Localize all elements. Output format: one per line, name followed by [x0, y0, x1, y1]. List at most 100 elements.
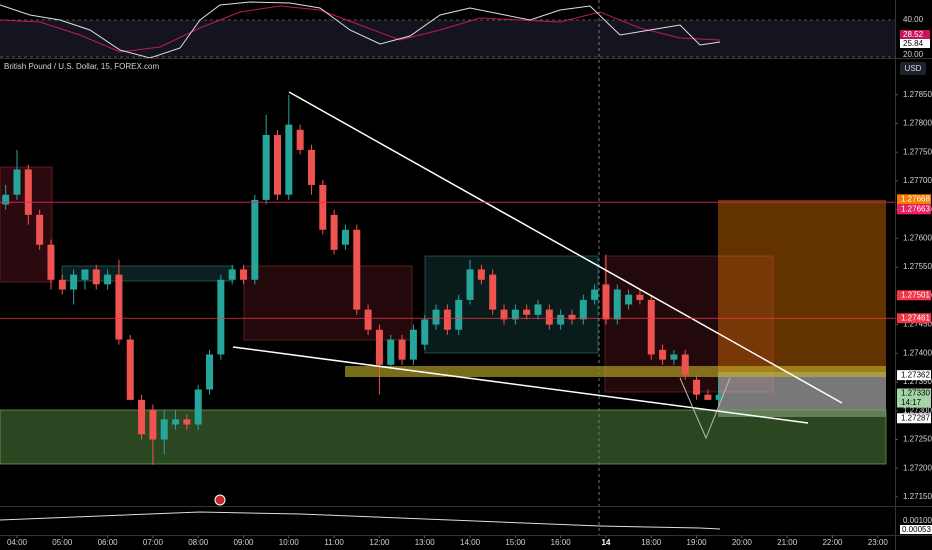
candle-body — [466, 269, 474, 300]
y-tick-label: 1.27750 — [903, 147, 932, 156]
x-tick-label: 22:00 — [822, 538, 843, 547]
candle-body — [477, 269, 485, 280]
y-tick-label: 1.27450 — [903, 320, 932, 329]
candle-body — [647, 299, 655, 355]
y-tick-label: 1.27550 — [903, 262, 932, 271]
candle-body — [659, 349, 667, 360]
candle-body — [636, 294, 644, 300]
candle-body — [353, 229, 361, 310]
candle-body — [500, 309, 508, 320]
zone — [243, 265, 413, 341]
x-tick-label: 08:00 — [188, 538, 209, 547]
rsi-label: 25.84 — [903, 39, 924, 48]
x-tick-label: 07:00 — [143, 538, 164, 547]
x-tick-label: 14 — [602, 538, 611, 547]
candle-body — [206, 354, 214, 390]
price-label-box — [897, 194, 931, 205]
candle-body — [387, 339, 395, 365]
price-label: 1.27501 — [901, 290, 930, 299]
rsi-label: 28.52 — [903, 30, 924, 39]
candle-body — [613, 289, 621, 320]
price-label: 1.27663 — [901, 204, 930, 213]
rsi-signal — [0, 5, 721, 53]
candle-body — [194, 389, 202, 425]
x-tick-label: 20:00 — [732, 538, 753, 547]
y-tick-label: 1.27850 — [903, 90, 932, 99]
candle-body — [183, 419, 191, 425]
candle-body — [251, 199, 259, 280]
currency-box[interactable] — [900, 62, 926, 75]
trend-line — [288, 91, 843, 404]
candle-body — [704, 394, 712, 400]
candle-body — [160, 419, 168, 440]
candle-body — [568, 314, 576, 320]
candle-body — [149, 409, 157, 440]
candle-body — [36, 214, 44, 245]
x-tick-label: 16:00 — [551, 538, 572, 547]
zone — [424, 255, 599, 354]
candle-body — [693, 379, 701, 395]
x-tick-label: 14:00 — [460, 538, 481, 547]
x-tick-label: 11:00 — [324, 538, 344, 547]
x-tick-label: 18:00 — [641, 538, 662, 547]
indicator-line — [0, 511, 721, 530]
price-label: 1.27362 — [901, 370, 930, 379]
rsi-label-box — [900, 30, 930, 39]
candle-body — [24, 169, 32, 215]
countdown-box — [897, 398, 931, 408]
candle-body — [126, 339, 134, 400]
candle-body — [58, 279, 66, 290]
price-label-box — [897, 313, 931, 324]
candle-body — [285, 124, 293, 195]
y-tick-label: 1.27600 — [903, 234, 932, 243]
candle-body — [545, 309, 553, 325]
trend-line — [232, 346, 809, 424]
candle-body — [296, 129, 304, 150]
price-label: 1.27668 — [901, 194, 930, 203]
y-tick-label: 1.27150 — [903, 492, 932, 501]
candles — [2, 94, 723, 465]
candle-body — [273, 134, 281, 195]
price-label-box — [897, 413, 931, 424]
x-tick-label: 13:00 — [415, 538, 436, 547]
candle-body — [670, 354, 678, 360]
candle-body — [319, 184, 327, 230]
rsi-tick: 20.00 — [903, 50, 924, 59]
price-label-box — [897, 388, 931, 399]
rsi-label-box — [900, 39, 930, 48]
candle-body — [217, 279, 225, 355]
rsi-tick: 40.00 — [903, 15, 924, 24]
candle-body — [307, 149, 315, 185]
price-label-box — [897, 370, 931, 381]
candle-body — [455, 299, 463, 330]
x-tick-label: 06:00 — [98, 538, 119, 547]
candle-body — [115, 274, 123, 340]
candle-body — [534, 304, 542, 315]
price-label: 1.27461 — [901, 313, 930, 322]
x-tick-label: 21:00 — [777, 538, 798, 547]
candle-body — [443, 309, 451, 330]
x-tick-label: 09:00 — [233, 538, 254, 547]
candle-body — [330, 214, 338, 250]
y-tick-label: 1.27700 — [903, 176, 932, 185]
candle-body — [172, 419, 180, 425]
y-tick-label: 1.27250 — [903, 435, 932, 444]
currency[interactable]: USD — [905, 64, 922, 73]
chart-title: British Pound / U.S. Dollar, 15, FOREX.c… — [4, 62, 160, 71]
candle-body — [92, 269, 100, 285]
candle-body — [421, 319, 429, 345]
candle-body — [81, 269, 89, 280]
y-tick-label: 1.27200 — [903, 463, 932, 472]
x-tick-label: 23:00 — [868, 538, 889, 547]
candle-body — [228, 269, 236, 280]
candle-body — [591, 289, 599, 300]
x-tick-label: 15:00 — [505, 538, 526, 547]
x-tick-label: 19:00 — [687, 538, 708, 547]
candle-body — [13, 169, 21, 195]
level-band — [345, 366, 886, 377]
event-icon — [214, 494, 226, 506]
rsi-band — [0, 20, 895, 57]
price-label-box — [897, 290, 931, 301]
support-zone — [0, 409, 887, 465]
candle-body — [511, 309, 519, 320]
